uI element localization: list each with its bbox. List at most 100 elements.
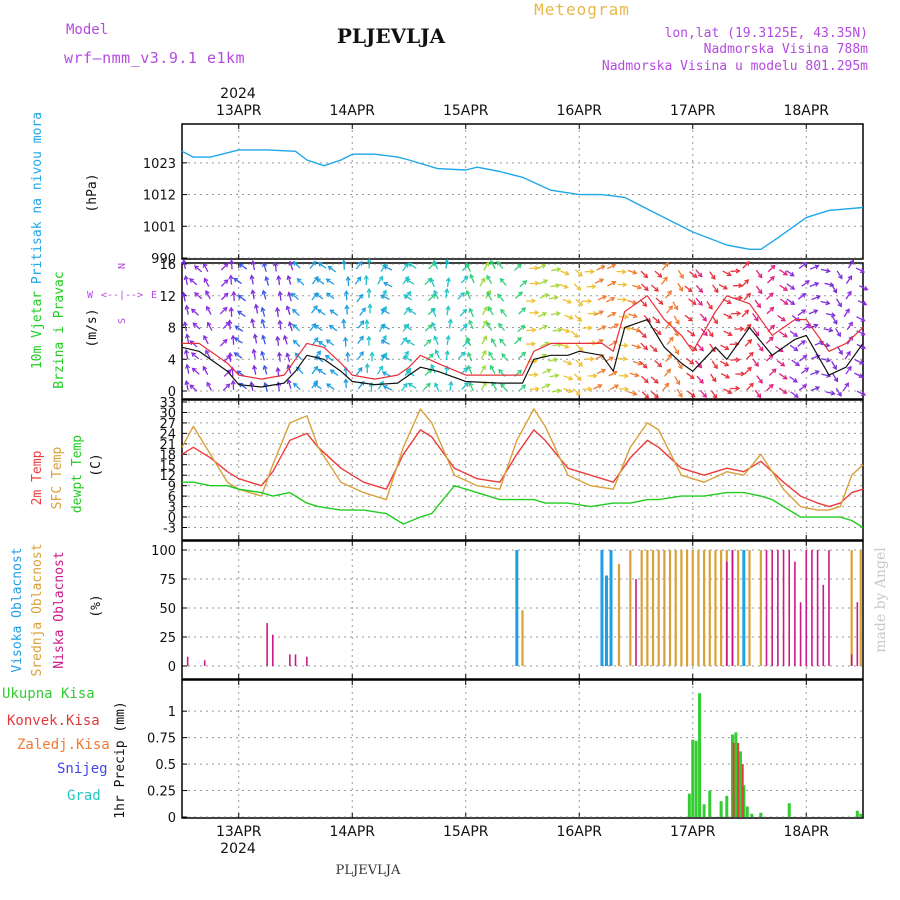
wind-arrow: [382, 371, 392, 377]
wind-arrow: [768, 368, 777, 376]
wind-arrowhead: [802, 354, 808, 360]
wind-arrow: [779, 331, 788, 338]
cloud-panel: 0 25 50 75 100: [151, 540, 864, 680]
wind-arrow: [235, 325, 244, 332]
wind-arrow: [776, 360, 785, 367]
wind-arrowhead: [490, 259, 495, 265]
precip-ylabel: 1hr Precip (mm): [113, 701, 128, 818]
wind-arrow: [594, 310, 604, 316]
wind-arrowhead: [292, 261, 298, 266]
t2m-line: [181, 429, 864, 508]
mid-cloud-bar: [674, 550, 677, 666]
total-rain-bar: [687, 793, 691, 817]
wind-arrow: [650, 376, 659, 384]
wind-arrow: [779, 298, 788, 305]
wind-arrowhead: [518, 291, 523, 297]
wind-arrow: [551, 268, 561, 272]
wind-arrow: [346, 305, 348, 315]
wind-arrowhead: [295, 366, 301, 372]
high-cloud-bar: [600, 550, 604, 666]
wind-arrowhead: [829, 282, 835, 288]
conv-rain-bar: [741, 764, 744, 817]
wind-arrow: [836, 346, 843, 355]
wind-arrowhead: [708, 332, 714, 338]
wind-arrowhead: [184, 333, 191, 339]
wind-arrow: [756, 343, 764, 352]
wind-arrowhead: [740, 371, 746, 377]
wind-arrowhead: [801, 293, 807, 298]
wind-arrowhead: [313, 337, 319, 343]
wind-arrow: [203, 335, 209, 345]
y-tick-label: 50: [159, 602, 176, 617]
wind-arrow: [538, 325, 548, 331]
wind-arrow: [232, 291, 235, 301]
wind-arrow: [664, 368, 671, 377]
wind-arrowhead: [567, 388, 573, 394]
wind-arrow: [431, 308, 437, 318]
wind-arrow: [381, 339, 390, 345]
wind-arrow: [403, 307, 410, 316]
bottom-date-label: 17APR: [670, 824, 716, 840]
wind-arrowhead: [272, 261, 279, 267]
y-tick-label: 18: [159, 448, 176, 463]
panel-frame: [181, 399, 864, 541]
top-date-label: 13APR: [216, 103, 262, 119]
wind-arrowhead: [711, 377, 717, 383]
low-cloud-bar: [272, 634, 274, 666]
wind-arrow: [744, 339, 752, 347]
mid-cloud-bar: [657, 550, 660, 666]
wind-arrowhead: [262, 364, 268, 370]
wind-arrow: [446, 335, 450, 345]
wind-arrow: [482, 306, 488, 316]
wind-arrow: [207, 322, 213, 331]
wind-arrowhead: [486, 291, 492, 297]
wind-arrowhead: [465, 262, 471, 268]
wind-arrowhead: [291, 292, 296, 298]
wind-arrow: [575, 344, 584, 352]
wind-arrowhead: [601, 325, 607, 330]
wind-arrowhead: [825, 342, 831, 348]
wind-arrow: [631, 344, 641, 349]
wind-arrowhead: [804, 280, 810, 285]
wind-arrow: [191, 352, 200, 360]
wind-arrowhead: [468, 307, 474, 313]
wind-arrowhead: [205, 349, 210, 355]
wind-arrowhead: [463, 275, 469, 281]
wind-arrowhead: [847, 290, 852, 296]
wind-arrow: [500, 383, 508, 392]
wind-arrow: [234, 352, 243, 359]
wind-arrow: [843, 308, 850, 318]
y-tick-label: 24: [159, 427, 176, 442]
wind-arrow: [237, 295, 247, 302]
wind-arrow: [754, 389, 762, 398]
wind-arrowhead: [782, 374, 788, 380]
wind-arrowhead: [380, 294, 386, 300]
wind-arrow: [606, 263, 616, 270]
low-cloud-bar: [805, 550, 808, 666]
wind-arrowhead: [789, 271, 795, 277]
wind-arrowhead: [611, 263, 617, 269]
wind-arrow: [310, 305, 318, 314]
wind-arrowhead: [366, 258, 372, 264]
wind-arrowhead: [203, 334, 208, 340]
wind-arrow: [529, 282, 539, 285]
wind-arrow: [289, 261, 294, 271]
wind-arrow: [518, 384, 526, 392]
wind-arrow: [710, 390, 718, 399]
wind-arrow: [575, 298, 583, 306]
wind-arrowhead: [632, 313, 638, 319]
mid-cloud-bar: [737, 550, 740, 666]
wind-arrowhead: [341, 318, 347, 324]
wind-arrowhead: [657, 362, 663, 368]
wind-arrow: [194, 292, 203, 300]
total-rain-bar: [694, 740, 698, 817]
wind-arrowhead: [205, 289, 210, 296]
wind-arrowhead: [679, 274, 684, 280]
wind-arrowhead: [468, 319, 474, 325]
temperature-ylabel: 2m Temp SFC Temp dewpt Temp (C): [30, 435, 104, 513]
wind-arrow: [189, 384, 198, 392]
wind-arrow: [315, 293, 324, 300]
wind-arrowhead: [223, 292, 229, 298]
wind-arrow: [423, 339, 431, 347]
wind-arrow: [809, 282, 819, 288]
